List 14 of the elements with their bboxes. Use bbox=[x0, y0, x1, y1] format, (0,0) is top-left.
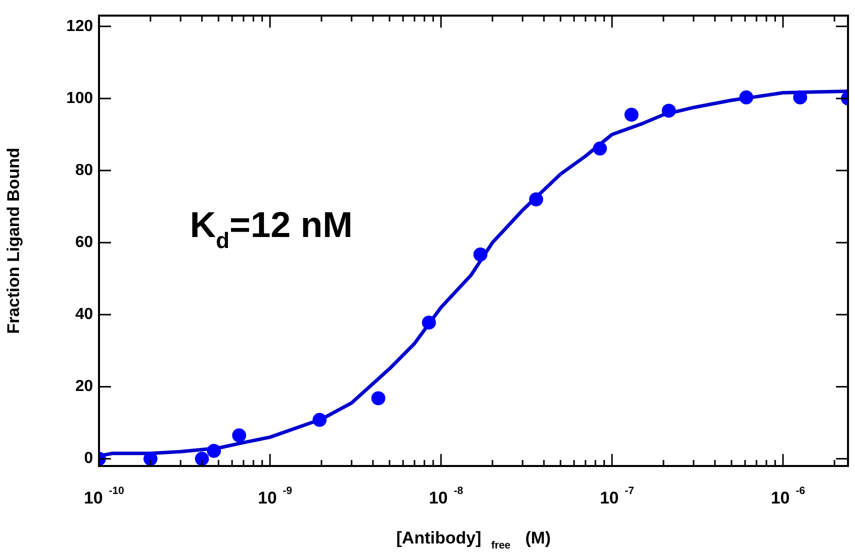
y-axis-title: Fraction Ligand Bound bbox=[4, 148, 23, 334]
y-tick-label: 100 bbox=[66, 90, 94, 107]
x-tick-label: 10-10 bbox=[84, 485, 124, 508]
y-tick-label: 40 bbox=[75, 306, 94, 324]
text: [Antibody]free (M) bbox=[396, 528, 551, 552]
y-tick-label: 120 bbox=[66, 18, 94, 35]
y-tick-label: 60 bbox=[75, 234, 94, 252]
y-tick-label: 0 bbox=[84, 450, 94, 468]
y-tick-label: 80 bbox=[75, 162, 94, 179]
x-tick-label: 10-7 bbox=[600, 485, 634, 508]
x-tick-label: 10-6 bbox=[770, 485, 806, 508]
x-tick-label: 10-9 bbox=[258, 485, 292, 508]
x-tick-label: 10-8 bbox=[428, 485, 464, 508]
y-tick-label: 20 bbox=[75, 378, 94, 396]
